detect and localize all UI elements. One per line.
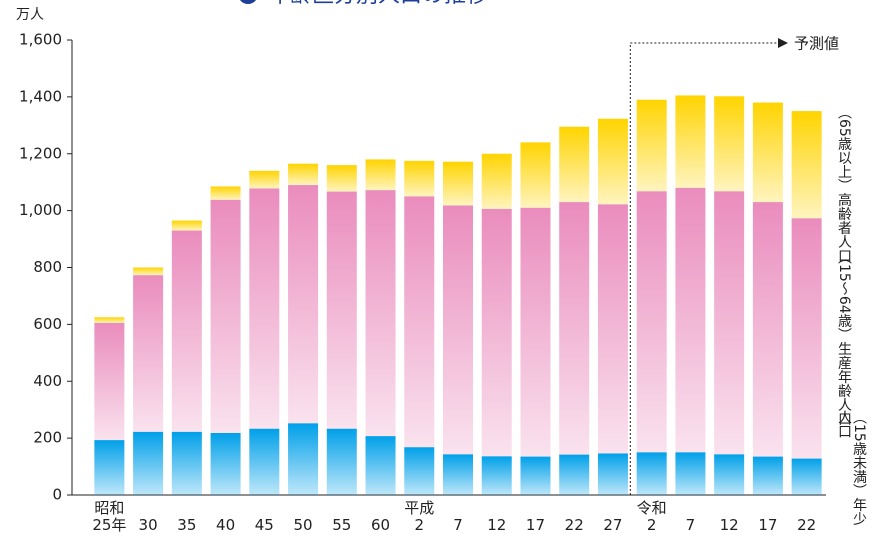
bar-segment [365, 190, 396, 437]
bar-segment [675, 95, 706, 188]
legend-label: （15歳未満）年少人口 [836, 410, 867, 526]
bar-segment [404, 160, 435, 197]
bar-segment [133, 275, 164, 432]
bar-segment [791, 458, 822, 495]
x-tick-label: 30 [138, 516, 158, 534]
bar-segment [94, 317, 125, 323]
x-tick-label: 17 [758, 516, 778, 534]
y-tick-label: 1,400 [19, 87, 62, 105]
y-unit: 万人 [16, 7, 44, 23]
x-tick-label: 17 [525, 516, 546, 534]
bar-segment [520, 142, 551, 208]
x-tick-label: 7 [685, 516, 696, 534]
bar-segment [171, 230, 202, 432]
bar-segment [133, 267, 164, 276]
title-bullet [240, 0, 256, 4]
bar-segment [597, 204, 628, 454]
x-tick-label: 22 [564, 516, 584, 534]
bar-segment [133, 431, 164, 495]
bar-segment [597, 453, 628, 495]
x-tick-label: 令和 2 [636, 499, 667, 534]
bar-segment [443, 205, 473, 455]
bar-segment [443, 454, 473, 495]
bar-segment [326, 165, 357, 192]
annotation: 予測値 [794, 35, 839, 53]
bar-segment [171, 431, 202, 495]
bar-segment [365, 159, 396, 191]
bar-segment [210, 199, 241, 434]
bar-segment [559, 454, 590, 495]
bar-segment [365, 436, 396, 495]
bar-segment [288, 185, 319, 424]
bar-segment [597, 118, 628, 205]
x-tick-label: 12 [719, 516, 739, 534]
x-tick-label: 昭和 25年 [92, 499, 127, 534]
x-tick-label: 22 [797, 516, 817, 534]
y-tick-label: 400 [33, 372, 62, 390]
bar-segment [326, 191, 357, 429]
bar-segment [481, 153, 512, 209]
bar-segment [404, 447, 435, 495]
bar-segment [752, 456, 783, 495]
x-tick-label: 60 [370, 516, 391, 534]
bar-segment [210, 186, 241, 200]
x-tick-label: 7 [453, 516, 463, 534]
bar-segment [675, 187, 706, 453]
bar-segment [481, 208, 512, 457]
forecast-arrow [778, 38, 788, 48]
bar-segment [752, 102, 783, 203]
x-tick-label: 45 [254, 516, 274, 534]
bar-segment [94, 322, 125, 441]
bar-segment [210, 433, 241, 495]
bar-segment [249, 428, 280, 495]
bar-segment [791, 218, 822, 459]
bar-segment [559, 202, 590, 455]
bar-segment [288, 423, 319, 495]
chart-title: 年齢区分別人口の推移 [268, 0, 488, 8]
x-tick-label: 12 [487, 516, 507, 534]
bar-segment [520, 207, 551, 457]
bar-segment [481, 456, 512, 495]
bar-segment [326, 428, 357, 495]
x-tick-label: 27 [603, 516, 623, 534]
bar-segment [714, 96, 745, 192]
x-tick-label: 平成 2 [404, 499, 435, 534]
x-tick-label: 40 [216, 516, 236, 534]
bar-segment [714, 454, 745, 495]
y-tick-label: 800 [33, 258, 62, 276]
y-tick-label: 200 [33, 429, 62, 447]
bar-segment [171, 220, 202, 231]
bar-segment [249, 170, 280, 189]
bar-segment [404, 196, 435, 448]
x-tick-label: 55 [332, 516, 352, 534]
y-tick-label: 0 [52, 486, 62, 504]
y-tick-label: 1,600 [19, 31, 62, 49]
y-tick-label: 600 [33, 315, 62, 333]
bar-segment [636, 452, 667, 495]
bar-segment [288, 163, 319, 186]
bar-segment [791, 111, 822, 219]
bar-segment [675, 452, 706, 495]
bar-segment [520, 456, 551, 495]
bar-segment [94, 440, 125, 495]
forecast-line [629, 42, 778, 495]
bar-segment [249, 188, 280, 429]
bar-segment [752, 202, 783, 457]
bar-segment [559, 126, 590, 203]
bar-segment [443, 161, 473, 206]
legend-label: （15～64歳）生産年齢人口 [836, 250, 852, 426]
x-tick-label: 35 [177, 516, 197, 534]
y-tick-label: 1,000 [19, 201, 62, 219]
bar-segment [636, 191, 667, 453]
legend-label: （65歳以上）高齢者人口 [836, 105, 852, 263]
x-tick-label: 50 [293, 516, 313, 534]
bar-segment [714, 191, 745, 455]
y-tick-label: 1,200 [19, 144, 62, 162]
bar-segment [636, 99, 667, 192]
